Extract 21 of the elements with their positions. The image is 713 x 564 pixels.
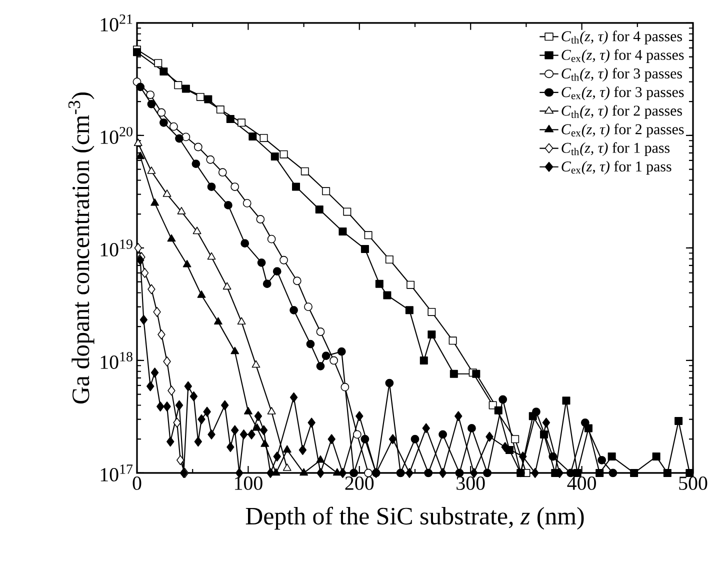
y-tick-label: 10$^{20}$ [100,126,132,144]
x-tick-label: 0 [132,476,142,490]
y-tick-label: 10$^{17}$ [100,464,133,482]
x-tick-label: 400 [567,476,596,490]
legend-label: C$_{ex}$(z, τ) for 4 passes [562,49,684,63]
x-tick-label: 200 [345,476,374,490]
x-tick-label: 500 [679,476,708,490]
legend-label: C$_{ex}$(z, τ) for 2 passes [562,124,684,138]
y-axis-title: Ga dopant concentration (cm$^{-3}$) [68,92,94,404]
legend-label: C$_{th}$(z, τ) for 2 passes [562,105,682,119]
y-tick-label: 10$^{19}$ [100,240,132,256]
x-tick-label: 300 [456,476,485,490]
legend-label: C$_{th}$(z, τ) for 3 passes [562,68,682,82]
y-tick-label: 10$^{18}$ [100,352,132,369]
y-tick-label: 10$^{21}$ [100,14,132,32]
legend-label: C$_{ex}$(z, τ) for 3 passes [562,86,684,100]
legend-label: C$_{ex}$(z, τ) for 1 pass [562,160,672,175]
x-axis-title: Depth of the SiC substrate, z (nm) [246,506,584,530]
x-tick-label: 100 [235,476,262,490]
legend-label: C$_{th}$(z, τ) for 4 passes [562,30,682,44]
legend-label: C$_{th}$(z, τ) for 1 pass [562,142,670,156]
